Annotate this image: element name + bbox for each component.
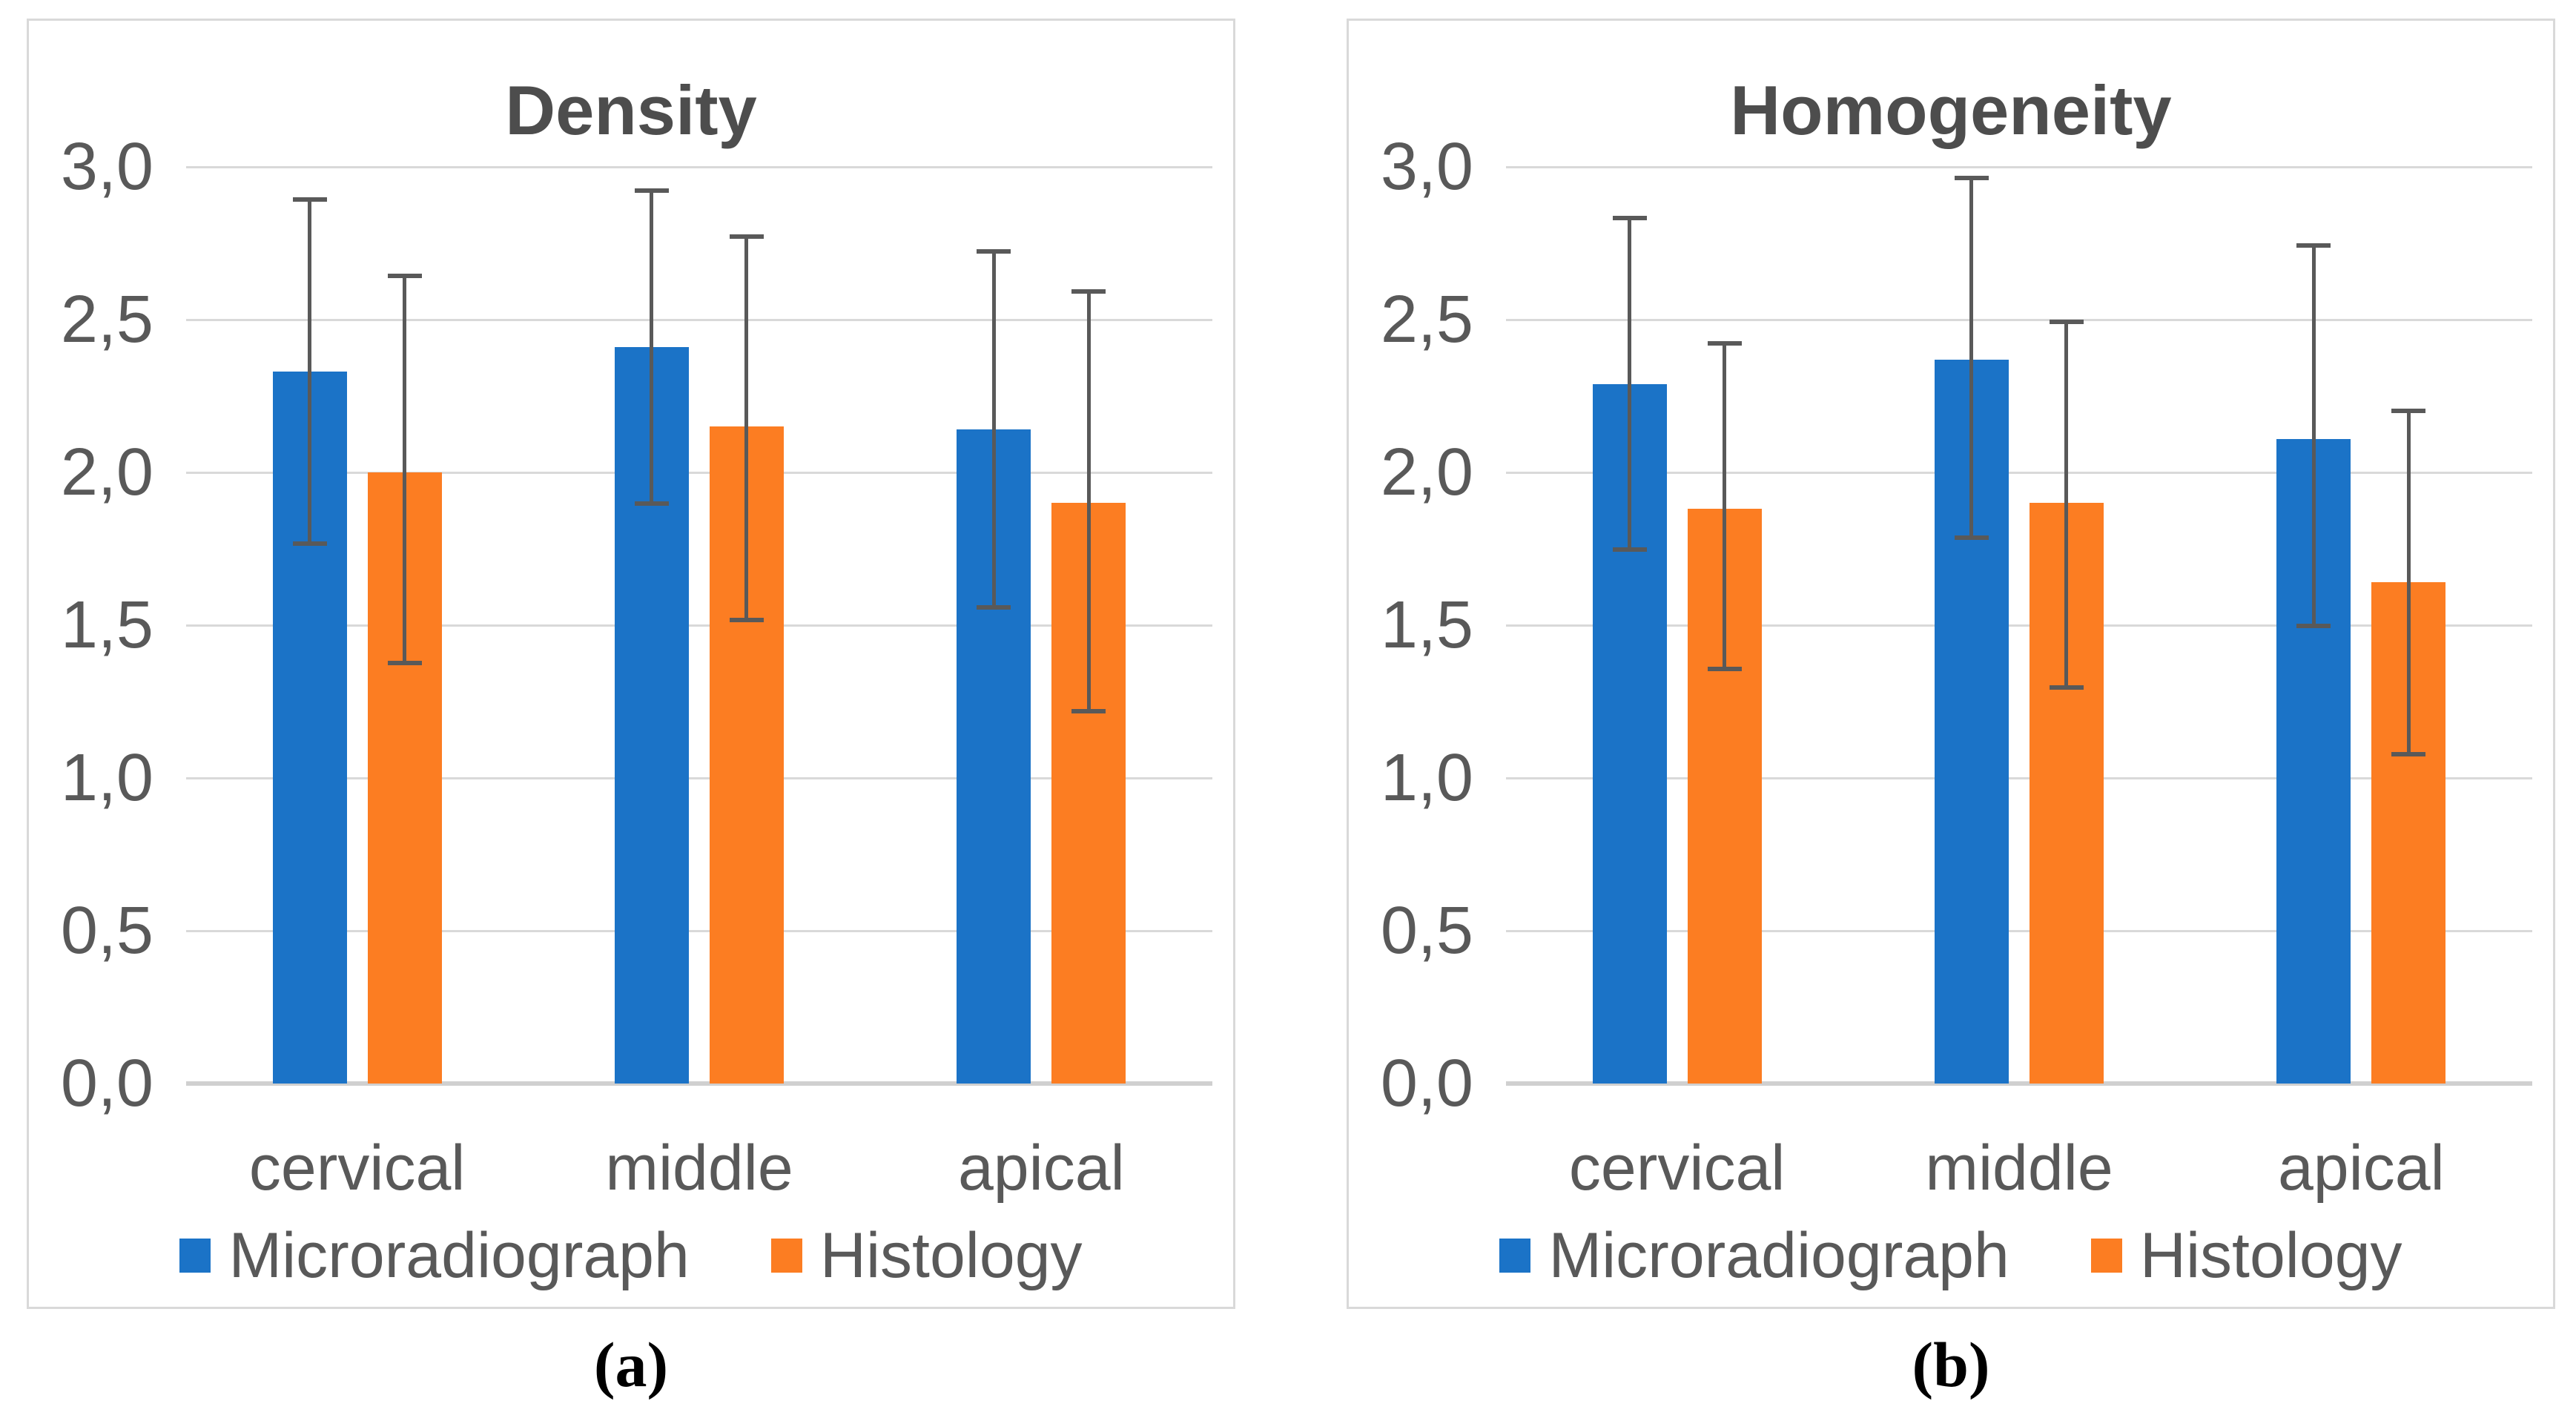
gridline — [1506, 471, 2532, 474]
y-tick-label: 0,0 — [60, 1046, 153, 1121]
y-tick-label: 1,5 — [1380, 588, 1473, 662]
gridline — [1506, 624, 2532, 627]
x-axis-line — [186, 1081, 1212, 1086]
legend-item-histology: Histology — [2090, 1220, 2402, 1291]
error-bar-histology-middle — [729, 234, 764, 622]
legend-density: Microradiograph Histology — [29, 1224, 1233, 1287]
error-bar-histology-cervical — [1707, 340, 1742, 671]
bar-microradiograph-cervical — [1592, 215, 1667, 1084]
error-bar-histology-middle — [2049, 320, 2084, 690]
x-axis-density: cervical middle apical — [186, 1132, 1212, 1205]
x-axis-line — [1506, 1081, 2532, 1086]
gridline — [1506, 166, 2532, 168]
panel-column-density: Density 3,0 2,5 2,0 1,5 1,0 0,5 0,0 cervical mi… — [27, 19, 1235, 1396]
error-bar-histology-cervical — [387, 274, 422, 665]
legend-swatch-microradiograph-icon — [1499, 1239, 1531, 1273]
bar-histology-apical — [2371, 408, 2446, 1084]
x-axis-homogeneity: cervical middle apical — [1506, 1132, 2532, 1205]
y-tick-label: 3,0 — [1380, 130, 1473, 204]
legend-swatch-microradiograph-icon — [179, 1239, 211, 1273]
x-category-label-middle: middle — [1925, 1132, 2113, 1204]
gridline — [186, 471, 1212, 474]
legend-label-histology: Histology — [2139, 1220, 2402, 1291]
bar-microradiograph-middle — [614, 188, 689, 1084]
panel-caption-a: (a) — [593, 1329, 669, 1400]
category-group-middle — [1848, 167, 2190, 1084]
legend-label-microradiograph: Microradiograph — [1548, 1220, 2009, 1291]
legend-label-microradiograph: Microradiograph — [228, 1220, 690, 1291]
y-axis-homogeneity: 3,0 2,5 2,0 1,5 1,0 0,5 0,0 — [1349, 133, 1473, 1117]
y-tick-label: 0,0 — [1380, 1046, 1473, 1121]
error-bar-histology-apical — [1071, 288, 1106, 714]
chart-panel-density: Density 3,0 2,5 2,0 1,5 1,0 0,5 0,0 cervical mi… — [27, 19, 1235, 1309]
bar-histology-cervical — [1687, 340, 1762, 1084]
gridline — [186, 166, 1212, 168]
chart-panel-homogeneity: Homogeneity 3,0 2,5 2,0 1,5 1,0 0,5 0,0 cervic… — [1347, 19, 2555, 1309]
plot-area-homogeneity — [1506, 166, 2532, 1086]
legend-swatch-histology-icon — [2090, 1239, 2122, 1273]
error-bar-microradiograph-apical — [977, 249, 1011, 610]
bar-histology-middle — [709, 234, 784, 1084]
category-group-middle — [528, 167, 870, 1084]
x-category-label-cervical: cervical — [1568, 1132, 1786, 1204]
y-tick-label: 2,0 — [1380, 435, 1473, 510]
bar-microradiograph-cervical — [272, 197, 347, 1084]
gridline — [186, 624, 1212, 627]
legend-item-microradiograph: Microradiograph — [179, 1220, 690, 1291]
bar-microradiograph-apical — [957, 249, 1031, 1084]
category-group-apical — [2190, 167, 2532, 1084]
bar-histology-apical — [1051, 288, 1126, 1084]
y-tick-label: 0,5 — [60, 894, 153, 968]
bar-histology-cervical — [367, 274, 442, 1084]
gridline — [186, 318, 1212, 321]
panel-column-homogeneity: Homogeneity 3,0 2,5 2,0 1,5 1,0 0,5 0,0 cervic… — [1347, 19, 2555, 1396]
gridline — [186, 930, 1212, 932]
chart-title-homogeneity: Homogeneity — [1730, 71, 2172, 149]
error-bar-microradiograph-middle — [1954, 176, 1989, 540]
category-group-cervical — [186, 167, 528, 1084]
y-tick-label: 1,0 — [60, 741, 153, 815]
y-tick-label: 1,0 — [1380, 741, 1473, 815]
error-bar-microradiograph-cervical — [292, 197, 327, 546]
error-bar-histology-apical — [2391, 408, 2426, 757]
bar-microradiograph-middle — [1934, 176, 2009, 1084]
x-category-label-cervical: cervical — [248, 1132, 466, 1204]
bar-histology-middle — [2029, 320, 2104, 1084]
bar-microradiograph-apical — [2276, 243, 2351, 1084]
gridline — [186, 776, 1212, 779]
error-bar-microradiograph-apical — [2296, 243, 2331, 629]
error-bar-microradiograph-middle — [634, 188, 669, 507]
y-tick-label: 2,5 — [60, 283, 153, 357]
x-category-label-middle: middle — [605, 1132, 793, 1204]
category-group-cervical — [1506, 167, 1848, 1084]
legend-item-histology: Histology — [770, 1220, 1083, 1291]
x-category-label-apical: apical — [957, 1132, 1125, 1204]
gridline — [1506, 776, 2532, 779]
gridline — [1506, 318, 2532, 321]
gridline — [1506, 930, 2532, 932]
figure: Density 3,0 2,5 2,0 1,5 1,0 0,5 0,0 cervical mi… — [27, 19, 2555, 1396]
y-axis-density: 3,0 2,5 2,0 1,5 1,0 0,5 0,0 — [29, 133, 153, 1117]
legend-homogeneity: Microradiograph Histology — [1349, 1224, 2553, 1287]
y-tick-label: 3,0 — [60, 130, 153, 204]
x-category-label-apical: apical — [2277, 1132, 2445, 1204]
plot-area-density — [186, 166, 1212, 1086]
y-tick-label: 0,5 — [1380, 894, 1473, 968]
y-tick-label: 1,5 — [60, 588, 153, 662]
category-group-apical — [871, 167, 1212, 1084]
panel-caption-b: (b) — [1912, 1329, 1990, 1400]
legend-label-histology: Histology — [819, 1220, 1083, 1291]
y-tick-label: 2,5 — [1380, 283, 1473, 357]
legend-swatch-histology-icon — [770, 1239, 802, 1273]
legend-item-microradiograph: Microradiograph — [1499, 1224, 2009, 1287]
error-bar-microradiograph-cervical — [1612, 215, 1647, 553]
y-tick-label: 2,0 — [60, 435, 153, 510]
chart-title-density: Density — [505, 71, 757, 149]
